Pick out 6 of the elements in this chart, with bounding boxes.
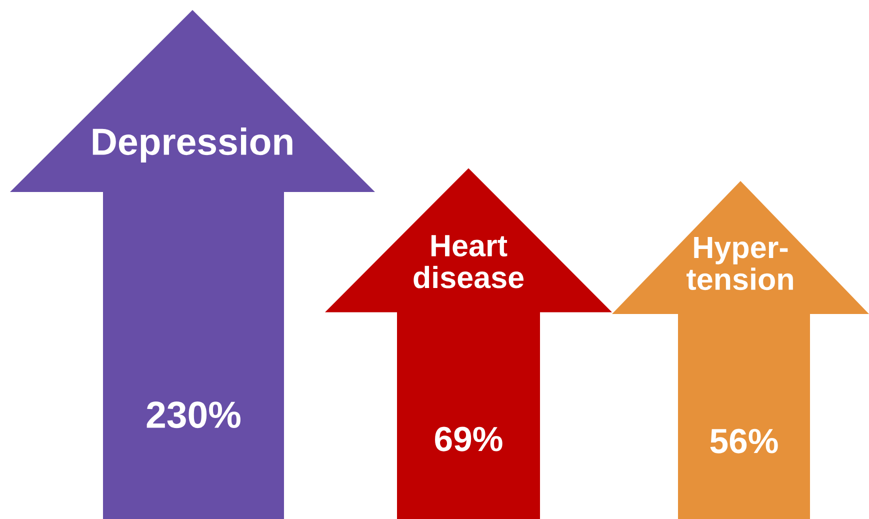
category-label: Hyper- tension bbox=[686, 236, 793, 290]
data-label: 56% bbox=[710, 428, 778, 454]
category-label: Heart disease bbox=[414, 235, 524, 288]
data-label: 230% bbox=[146, 402, 240, 428]
category-label: Depression bbox=[92, 128, 292, 162]
data-label: 69% bbox=[435, 426, 502, 452]
